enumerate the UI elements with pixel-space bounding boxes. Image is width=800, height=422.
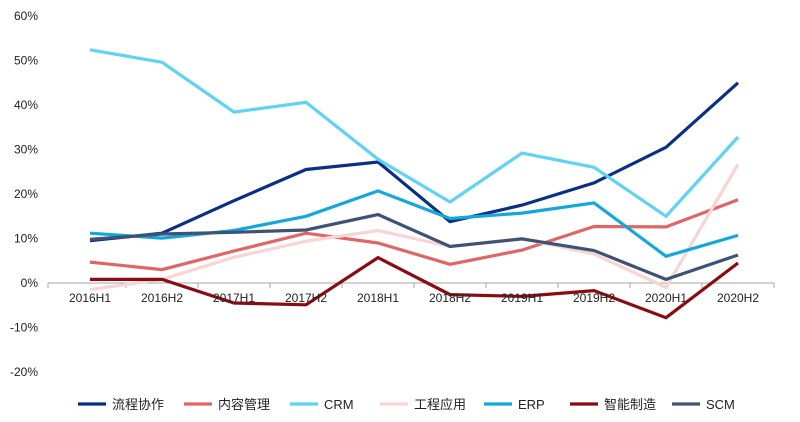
x-axis-labels: 2016H1 2016H2 2017H1 2017H2 2018H1 2018H2 2019…	[69, 291, 759, 305]
y-tick-label: 10%	[14, 232, 38, 246]
legend-label-2: 内容管理	[218, 397, 270, 412]
series-line-4	[89, 163, 740, 292]
x-tick-label: 2019H2	[573, 291, 615, 305]
legend-label-6: 智能制造	[604, 397, 656, 412]
series-line-6	[90, 255, 739, 320]
y-tick-label: 60%	[14, 9, 38, 23]
x-tick-label: 2018H1	[357, 291, 399, 305]
series-line-2	[89, 198, 739, 272]
legend-label-1: 流程协作	[112, 397, 164, 412]
legend-label-7: SCM	[706, 397, 735, 412]
x-tick-label: 2020H2	[717, 291, 759, 305]
legend: 流程协作 内容管理 CRM 工程应用 ERP 智能制造 SCM	[78, 397, 735, 412]
series-line-3	[89, 48, 740, 219]
y-tick-label: 50%	[14, 54, 38, 68]
y-tick-label: -10%	[10, 321, 38, 335]
series-line-7	[89, 212, 739, 282]
y-axis-labels: -20% -10% 0% 10% 20% 30% 40% 50% 60%	[10, 9, 38, 379]
y-tick-label: -20%	[10, 365, 38, 379]
x-tick-label: 2016H2	[141, 291, 183, 305]
x-tick-label: 2017H2	[285, 291, 327, 305]
x-tick-label: 2018H2	[429, 291, 471, 305]
series-line-1	[89, 81, 740, 243]
legend-label-4: 工程应用	[414, 397, 466, 412]
y-tick-label: 0%	[21, 276, 39, 290]
series-lines	[89, 48, 740, 320]
x-tick-label: 2019H1	[501, 291, 543, 305]
legend-label-5: ERP	[518, 397, 545, 412]
y-tick-label: 20%	[14, 187, 38, 201]
y-tick-label: 40%	[14, 98, 38, 112]
x-tick-label: 2016H1	[69, 291, 111, 305]
x-tick-label: 2020H1	[645, 291, 687, 305]
legend-label-3: CRM	[324, 397, 354, 412]
x-tick-label: 2017H1	[213, 291, 255, 305]
y-tick-label: 30%	[14, 143, 38, 157]
